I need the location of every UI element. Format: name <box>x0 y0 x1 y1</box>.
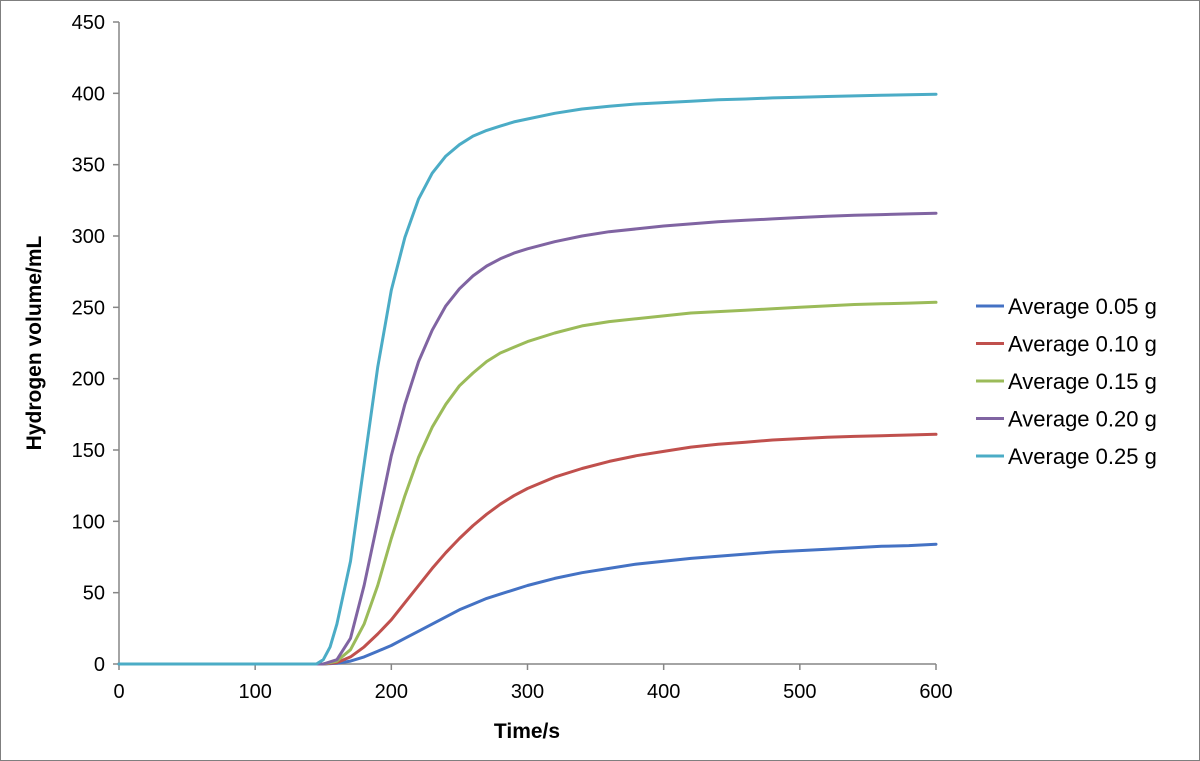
series-layer <box>117 92 938 666</box>
x-tick-label: 0 <box>113 681 124 703</box>
series-line-1 <box>117 542 938 666</box>
x-tick-label: 300 <box>511 681 544 703</box>
y-tick-label: 350 <box>72 155 105 177</box>
x-axis-ticks: 0 100 200 300 400 500 600 <box>113 664 953 703</box>
x-tick-label: 200 <box>375 681 408 703</box>
legend-label: Average 0.10 g <box>1008 332 1157 357</box>
x-axis-title: Time/s <box>494 720 560 743</box>
legend: Average 0.05 g Average 0.10 g Average 0.15… <box>976 294 1157 469</box>
y-tick-label: 250 <box>72 297 105 319</box>
legend-label: Average 0.15 g <box>1008 369 1157 394</box>
y-tick-label: 200 <box>72 369 105 391</box>
y-tick-label: 400 <box>72 83 105 105</box>
y-tick-label: 100 <box>72 511 105 533</box>
x-tick-label: 100 <box>238 681 271 703</box>
legend-label: Average 0.05 g <box>1008 294 1157 319</box>
series-line-2 <box>117 432 938 666</box>
y-tick-label: 450 <box>72 12 105 34</box>
y-axis-title: Hydrogen volume/mL <box>23 235 46 450</box>
y-tick-label: 150 <box>72 440 105 462</box>
y-tick-label: 50 <box>83 583 105 605</box>
series-line-5 <box>117 92 938 666</box>
series-line-3 <box>117 300 938 666</box>
series-line-4 <box>117 211 938 666</box>
y-tick-label: 300 <box>72 226 105 248</box>
legend-label: Average 0.25 g <box>1008 444 1157 469</box>
x-tick-label: 400 <box>647 681 680 703</box>
x-tick-label: 600 <box>919 681 952 703</box>
x-tick-label: 500 <box>783 681 816 703</box>
y-tick-label: 0 <box>94 654 105 676</box>
y-axis-ticks: 0 50 100 150 200 250 300 350 400 450 <box>72 12 119 676</box>
legend-label: Average 0.20 g <box>1008 407 1157 432</box>
